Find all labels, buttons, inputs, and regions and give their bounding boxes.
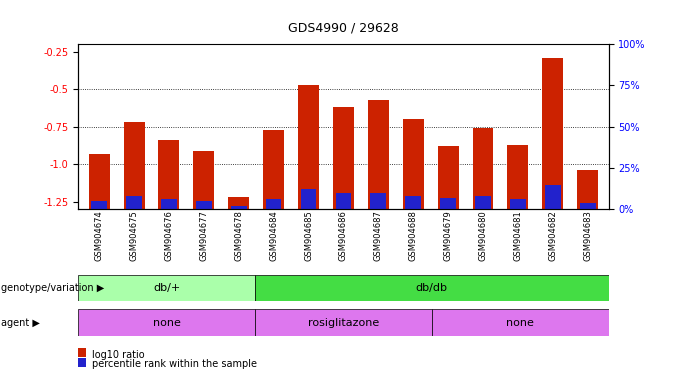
Text: GSM904682: GSM904682 — [548, 210, 558, 261]
Text: GSM904685: GSM904685 — [304, 210, 313, 261]
Bar — [91, 201, 107, 209]
Text: GSM904675: GSM904675 — [129, 210, 139, 261]
Bar — [88, 154, 109, 209]
Bar — [301, 189, 316, 209]
Bar — [577, 170, 598, 209]
Bar — [368, 100, 389, 209]
Text: none: none — [507, 318, 534, 328]
Bar — [545, 185, 560, 209]
Bar — [78, 275, 255, 301]
Bar — [263, 130, 284, 209]
Text: GSM904684: GSM904684 — [269, 210, 278, 261]
Bar — [507, 145, 528, 209]
Text: percentile rank within the sample: percentile rank within the sample — [92, 359, 257, 369]
Bar — [473, 128, 494, 209]
Bar — [438, 146, 458, 209]
Bar — [231, 206, 247, 209]
Bar — [124, 122, 144, 209]
Bar — [266, 199, 282, 209]
Bar — [255, 275, 609, 301]
Text: GSM904678: GSM904678 — [234, 210, 243, 262]
Bar — [405, 196, 421, 209]
Text: GSM904674: GSM904674 — [95, 210, 103, 261]
Text: log10 ratio: log10 ratio — [92, 350, 144, 360]
Text: db/db: db/db — [415, 283, 448, 293]
Text: genotype/variation ▶: genotype/variation ▶ — [1, 283, 104, 293]
Bar — [161, 199, 177, 209]
Bar — [335, 193, 352, 209]
Text: agent ▶: agent ▶ — [1, 318, 39, 328]
Text: GSM904687: GSM904687 — [374, 210, 383, 262]
Text: GDS4990 / 29628: GDS4990 / 29628 — [288, 21, 398, 34]
Bar — [333, 107, 354, 209]
Text: GSM904688: GSM904688 — [409, 210, 418, 262]
Bar — [228, 197, 249, 209]
Bar — [193, 151, 214, 209]
Bar — [403, 119, 424, 209]
Text: GSM904686: GSM904686 — [339, 210, 348, 262]
Bar — [475, 196, 491, 209]
Bar — [298, 85, 319, 209]
Text: GSM904679: GSM904679 — [443, 210, 453, 261]
Bar — [255, 309, 432, 336]
Bar — [432, 309, 609, 336]
Bar — [158, 140, 180, 209]
Bar — [78, 348, 86, 357]
Text: GSM904683: GSM904683 — [583, 210, 592, 262]
Bar — [542, 58, 563, 209]
Text: GSM904676: GSM904676 — [165, 210, 173, 262]
Text: rosiglitazone: rosiglitazone — [308, 318, 379, 328]
Text: none: none — [153, 318, 180, 328]
Bar — [78, 309, 255, 336]
Bar — [510, 199, 526, 209]
Text: GSM904681: GSM904681 — [513, 210, 522, 261]
Text: GSM904680: GSM904680 — [479, 210, 488, 261]
Bar — [440, 198, 456, 209]
Bar — [196, 201, 211, 209]
Bar — [126, 196, 142, 209]
Bar — [580, 203, 596, 209]
Text: db/+: db/+ — [153, 283, 180, 293]
Text: GSM904677: GSM904677 — [199, 210, 208, 262]
Bar — [78, 358, 86, 367]
Bar — [371, 193, 386, 209]
